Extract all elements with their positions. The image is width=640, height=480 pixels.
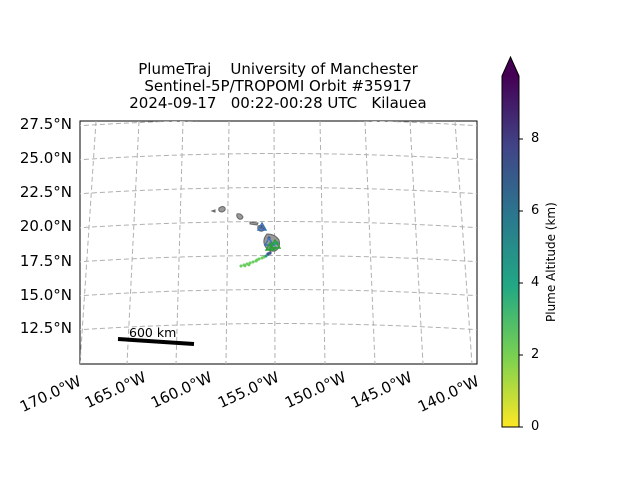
colorbar-tick-label: 4 [531,275,540,290]
scale-bar-label: 600 km [129,325,177,340]
map-title-line-1: PlumeTraj University of Manchester [138,60,418,78]
colorbar-tick-label: 8 [531,131,540,146]
colorbar [501,55,523,428]
colorbar-tick-label: 6 [531,203,540,218]
colorbar-extend-arrow [502,57,519,76]
map-title-line-2: Sentinel-5P/TROPOMI Orbit #35917 [144,77,412,95]
lat-tick-label: 17.5°N [19,252,72,270]
island-kauai [218,206,226,213]
lat-tick-label: 27.5°N [19,115,72,133]
lat-tick-label: 22.5°N [19,183,72,201]
lat-tick-label: 25.0°N [19,149,72,167]
lat-tick-label: 15.0°N [19,286,72,304]
island-oahu [236,213,244,220]
volcano-markers [256,221,282,251]
triangle-icon [264,241,276,251]
island-molokai [249,221,259,226]
lat-tick-label: 12.5°N [19,319,72,337]
colorbar-tick-label: 0 [531,419,540,434]
scale-bar [117,337,195,346]
colorbar-label: Plume Altitude (km) [544,202,558,322]
lat-tick-label: 20.0°N [19,217,72,235]
map-title-line-3: 2024-09-17 00:22-00:28 UTC Kilauea [129,94,427,112]
colorbar-tick-label: 2 [531,347,540,362]
triangle-icon [256,221,268,231]
gridlines [80,121,477,364]
island-niihau [210,209,216,213]
triangle-icon [268,238,282,249]
